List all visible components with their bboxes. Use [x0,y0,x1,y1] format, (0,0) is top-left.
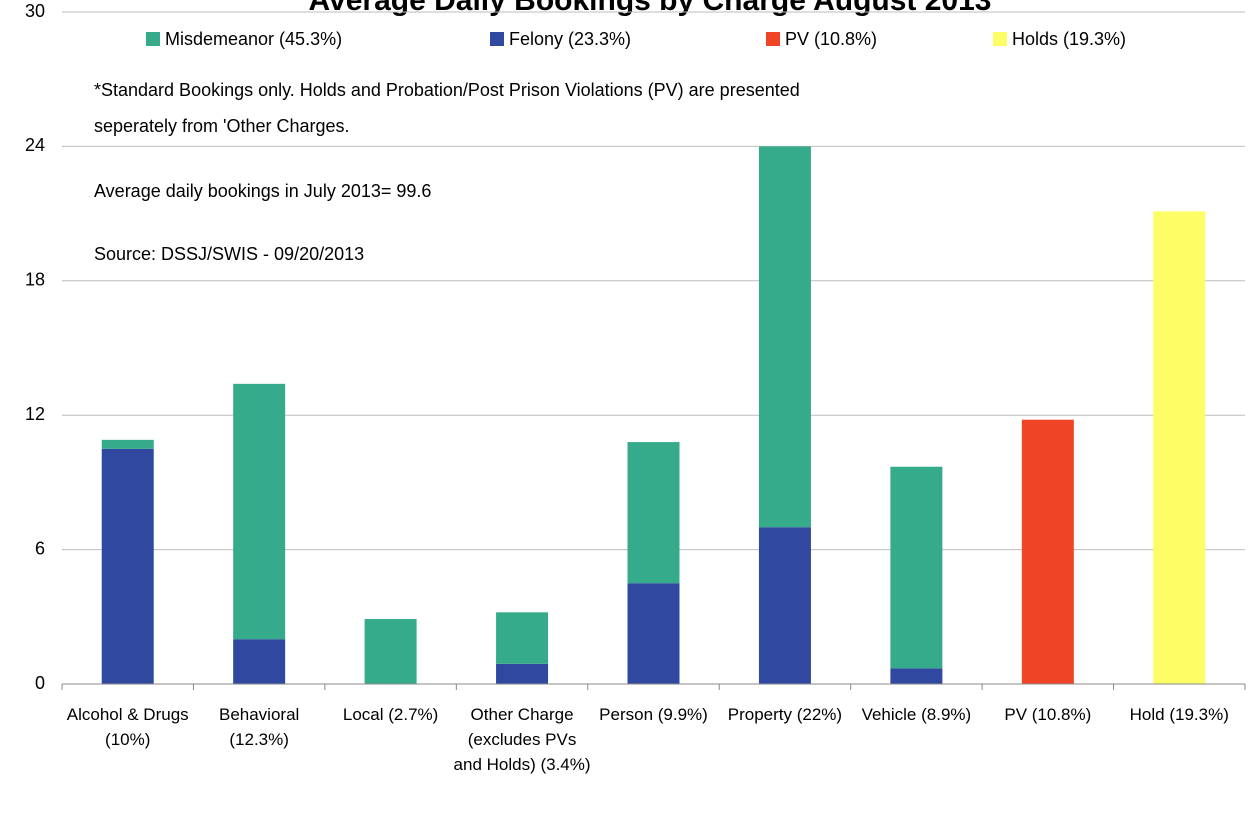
y-tick-label: 24 [25,135,45,155]
x-tick-label: Behavioral (12.3%) [218,705,300,749]
y-tick-label: 6 [35,538,45,558]
legend-swatch [490,32,504,46]
legend-swatch [766,32,780,46]
x-tick-label: Property (22%) [727,705,843,724]
bar-segment [1021,419,1074,684]
y-tick-label: 30 [25,1,45,21]
bar-segment [233,639,286,684]
bar-segment [101,439,154,449]
legend-label: Misdemeanor (45.3%) [165,29,342,49]
bar-segment [496,612,549,664]
x-tick-label: PV (10.8%) [1004,705,1092,724]
x-tick-label: Alcohol & Drugs (10%) [66,705,189,749]
x-tick-label: Vehicle (8.9%) [861,705,972,724]
bar-segment [758,527,811,684]
x-tick-label: Person (9.9%) [599,705,708,724]
legend-label: Holds (19.3%) [1012,29,1126,49]
y-tick-label: 0 [35,673,45,693]
bar-segment [364,619,417,684]
bar-segment [101,448,154,684]
annotation: seperately from 'Other Charges. [94,116,350,136]
bar-segment [496,663,549,684]
x-tick-label: Other Charge (excludes PVs and Holds) (3… [453,705,591,774]
bar-segment [1153,211,1206,685]
bar-segment [627,442,680,584]
bar-segment [890,668,943,684]
bar-segment [890,466,943,669]
annotation: Average daily bookings in July 2013= 99.… [94,181,431,201]
chart-title: Average Daily Bookings by Charge August … [309,0,992,17]
legend-label: Felony (23.3%) [509,29,631,49]
bar-segment [233,383,286,640]
bar-segment [758,146,811,528]
annotation: Source: DSSJ/SWIS - 09/20/2013 [94,244,364,264]
legend-label: PV (10.8%) [785,29,877,49]
legend-swatch [993,32,1007,46]
y-tick-label: 18 [25,270,45,290]
x-tick-label: Local (2.7%) [342,705,439,724]
y-tick-label: 12 [25,404,45,424]
x-tick-label: Hold (19.3%) [1129,705,1229,724]
bar-segment [627,583,680,684]
legend-swatch [146,32,160,46]
annotation: *Standard Bookings only. Holds and Proba… [94,80,800,100]
